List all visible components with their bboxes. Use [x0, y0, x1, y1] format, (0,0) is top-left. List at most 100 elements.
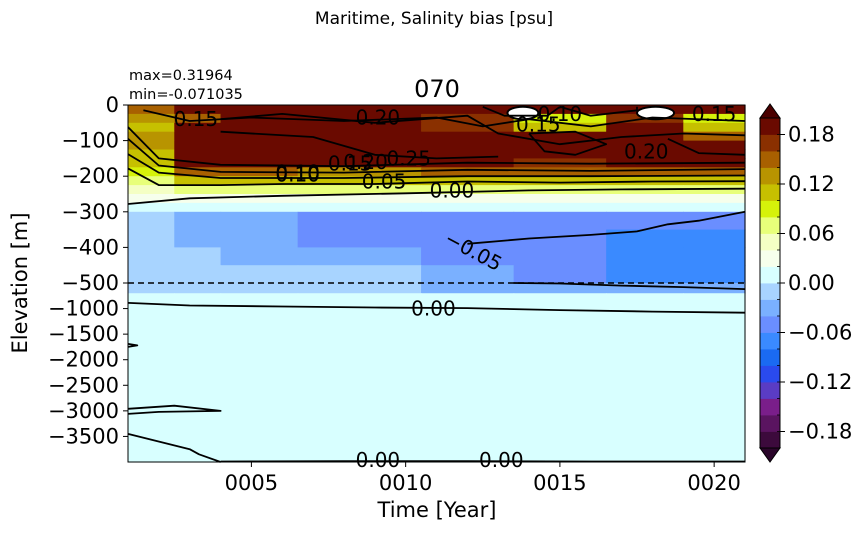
- heatmap-cell-lower: [220, 283, 299, 294]
- high-salinity-patch: [636, 105, 676, 121]
- heatmap-cell-upper: [421, 113, 515, 124]
- x-tick-label: 0015: [533, 471, 586, 495]
- contour-label: 0.05: [362, 170, 407, 194]
- colorbar-band: [760, 398, 780, 416]
- y-tick-label: −2000: [48, 348, 119, 372]
- heatmap-cell-upper: [421, 149, 515, 159]
- y-tick-label: −300: [61, 200, 119, 224]
- colorbar-tick-label: 0.00: [788, 271, 835, 295]
- heatmap-cell-upper: [297, 229, 422, 248]
- heatmap-cell-upper: [421, 229, 515, 248]
- heatmap-cell-upper: [421, 202, 515, 213]
- heatmap-cell-lower: [128, 308, 175, 463]
- heatmap-cell-upper: [128, 149, 175, 159]
- colorbar-band: [760, 167, 780, 185]
- heatmap-cell-upper: [128, 229, 175, 248]
- contour-label: 0.20: [356, 105, 401, 129]
- contour-lines: [127, 105, 746, 463]
- heatmap-cell-upper: [220, 211, 299, 231]
- contour-line: [127, 153, 746, 179]
- heatmap-cell-upper: [421, 140, 515, 151]
- heatmap-cell-upper: [606, 149, 684, 159]
- heatmap-cell-upper: [683, 131, 746, 142]
- y-axis: 0 −100 −200 −300 −400 −500−1000−1500−2000−250…: [48, 93, 128, 448]
- y-axis-label: Elevation [m]: [8, 212, 32, 353]
- colorbar-band: [760, 365, 780, 383]
- heatmap-cell-upper: [220, 265, 299, 284]
- y-tick-label: −2500: [48, 373, 119, 397]
- heatmap-cell-upper: [513, 149, 607, 159]
- min-stat-label: min=-0.071035: [129, 87, 243, 103]
- heatmap-cell-lower: [606, 283, 684, 294]
- colorbar: −0.18 −0.12 −0.06 0.00 0.06 0.12 0.18: [759, 103, 852, 463]
- heatmap-cell-upper: [421, 131, 515, 142]
- heatmap-cell-upper: [513, 229, 607, 248]
- colorbar-tick-label: −0.18: [788, 420, 852, 444]
- heatmap-cell-upper: [174, 265, 222, 284]
- heatmap-cell-upper: [421, 211, 515, 231]
- colorbar-band: [760, 233, 780, 251]
- contour-labels: 0.15 0.200.100.10 0.150.200.250.05 0.000.15…: [174, 102, 737, 472]
- colorbar-band: [760, 134, 780, 152]
- heatmap-cell-upper: [128, 194, 175, 204]
- heatmap-cell-upper: [174, 167, 222, 177]
- contour-line: [143, 109, 746, 128]
- heatmap-cell-upper: [513, 247, 607, 266]
- heatmap-cell-upper: [606, 202, 684, 213]
- heatmap-cell-upper: [174, 202, 222, 213]
- heatmap-cell-upper: [683, 122, 746, 133]
- heatmap-cell-upper: [513, 131, 607, 142]
- contour-line: [513, 282, 746, 290]
- colorbar-band: [760, 382, 780, 399]
- heatmap-cell-upper: [513, 167, 607, 177]
- y-tick-label: −200: [61, 164, 119, 188]
- heatmap-cell-upper: [174, 229, 222, 248]
- heatmap-cell-upper: [174, 122, 222, 133]
- heatmap-cell-upper: [128, 105, 175, 115]
- heatmap-cell-upper: [513, 113, 607, 124]
- colorbar-band: [760, 151, 780, 168]
- heatmap-cell-upper: [174, 131, 222, 142]
- colorbar-under-arrow: [759, 447, 781, 463]
- contour-line: [127, 167, 746, 187]
- heatmap-cell-lower: [606, 308, 684, 463]
- heatmap-cell-upper: [128, 211, 175, 231]
- contour-line: [127, 126, 746, 168]
- heatmap-cell-upper: [683, 247, 746, 266]
- contour-label: 0.20: [624, 139, 669, 163]
- heatmap-cell-upper: [297, 105, 422, 115]
- heatmap-cell-upper: [128, 158, 175, 168]
- heatmap-cell-upper: [683, 211, 746, 231]
- heatmap-cell-upper: [421, 167, 515, 177]
- heatmap-cell-upper: [606, 167, 684, 177]
- heatmap-cell-upper: [421, 105, 515, 115]
- y-tick-label: −3500: [48, 424, 119, 448]
- heatmap-cell-upper: [421, 194, 515, 204]
- colorbar-band: [760, 332, 780, 350]
- y-tick-label: −1000: [48, 297, 119, 321]
- heatmap-cell-upper: [513, 194, 607, 204]
- colorbar-band: [760, 266, 780, 284]
- heatmap-cell-upper: [128, 265, 175, 284]
- contour-line: [467, 210, 746, 245]
- contour-label: 0.25: [386, 146, 431, 170]
- contour-line: [482, 105, 561, 117]
- heatmap-cell-upper: [220, 140, 299, 151]
- colorbar-band: [760, 316, 780, 333]
- x-tick-label: 0010: [379, 471, 432, 495]
- heatmap-cell-upper: [683, 140, 746, 151]
- heatmap-cell-lower: [513, 283, 607, 294]
- contour-line: [559, 105, 638, 117]
- heatmap-cell-upper: [421, 247, 515, 266]
- x-axis-label: Time [Year]: [377, 498, 497, 522]
- figure-suptitle: Maritime, Salinity bias [psu]: [315, 9, 553, 29]
- heatmap-cell-upper: [174, 113, 222, 124]
- heatmap-cell-lower: [513, 293, 607, 310]
- colorbar-band: [760, 283, 780, 300]
- contour-line: [127, 187, 746, 205]
- colorbar-band: [760, 431, 780, 449]
- contour-label: 0.00: [430, 178, 475, 202]
- colorbar-tick-label: −0.06: [788, 321, 852, 345]
- heatmap-cell-upper: [174, 140, 222, 151]
- heatmap-cell-lower: [421, 283, 515, 294]
